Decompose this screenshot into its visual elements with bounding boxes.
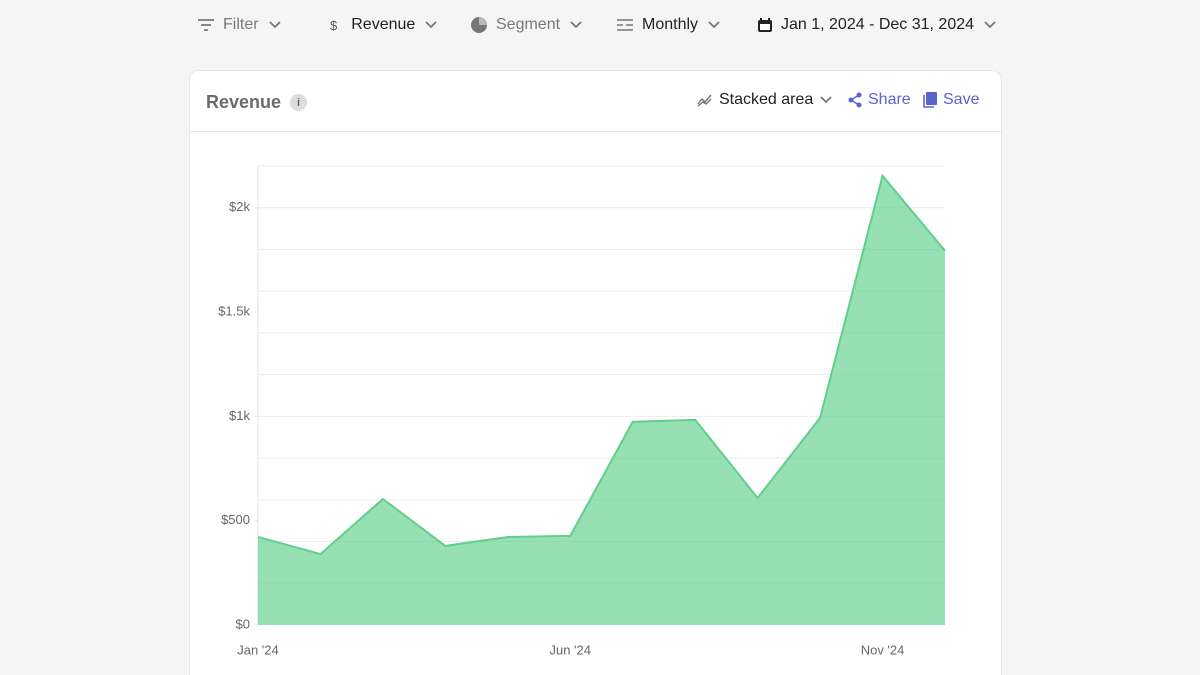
y-tick-label: $2k bbox=[229, 199, 250, 214]
save-button[interactable]: Save bbox=[923, 91, 979, 109]
chevron bbox=[708, 21, 720, 29]
dollar-icon: $ bbox=[330, 17, 338, 33]
info-icon[interactable]: i bbox=[290, 94, 308, 111]
segment-icon bbox=[471, 17, 487, 33]
segment-button[interactable]: Segment bbox=[470, 13, 584, 37]
y-tick-label: $0 bbox=[236, 616, 250, 631]
chevron bbox=[425, 21, 437, 29]
x-tick-label: Nov '24 bbox=[861, 642, 905, 657]
interval-button[interactable]: Monthly bbox=[616, 13, 722, 37]
chart-type-icon bbox=[697, 94, 712, 107]
chevron bbox=[820, 96, 832, 104]
share-button[interactable]: Share bbox=[848, 91, 911, 109]
calendar-icon bbox=[758, 18, 772, 32]
chevron bbox=[984, 21, 996, 29]
chevron bbox=[570, 21, 582, 29]
x-tick-label: Jan '24 bbox=[237, 642, 279, 657]
card-header: Revenue i Stacked area Share Save bbox=[190, 71, 1001, 132]
interval-label: Monthly bbox=[642, 16, 699, 33]
metric-button[interactable]: $ Revenue bbox=[330, 13, 439, 37]
metric-label: Revenue bbox=[351, 16, 416, 33]
x-tick-label: Jun '24 bbox=[550, 642, 592, 657]
chevron bbox=[268, 21, 281, 29]
date-range-button[interactable]: Jan 1, 2024 - Dec 31, 2024 bbox=[757, 13, 998, 37]
y-tick-label: $1k bbox=[229, 408, 250, 423]
card-title: Revenue i bbox=[206, 92, 308, 113]
share-icon bbox=[848, 92, 862, 108]
card-title-text: Revenue bbox=[206, 92, 282, 112]
save-label: Save bbox=[943, 91, 980, 108]
segment-label: Segment bbox=[496, 16, 561, 33]
interval-icon bbox=[617, 19, 633, 31]
filter-label: Filter bbox=[223, 16, 259, 33]
save-icon bbox=[923, 92, 937, 108]
y-tick-label: $1.5k bbox=[218, 303, 250, 318]
share-label: Share bbox=[868, 91, 911, 108]
chart: $0 $500 $1k $1.5k $2k Jan '24 Jun '24 Nov '24 bbox=[218, 165, 946, 657]
chart-type-button[interactable]: Stacked area bbox=[697, 91, 833, 109]
area bbox=[258, 175, 945, 625]
y-tick-label: $500 bbox=[221, 512, 250, 527]
filter-icon bbox=[198, 19, 214, 31]
chart-type-label: Stacked area bbox=[719, 91, 814, 108]
date-range-label: Jan 1, 2024 - Dec 31, 2024 bbox=[781, 16, 975, 33]
area-line bbox=[257, 173, 946, 556]
filter-button[interactable]: Filter bbox=[197, 13, 283, 37]
chart-card: Revenue i Stacked area Share Save $0 $500… bbox=[189, 70, 1002, 675]
